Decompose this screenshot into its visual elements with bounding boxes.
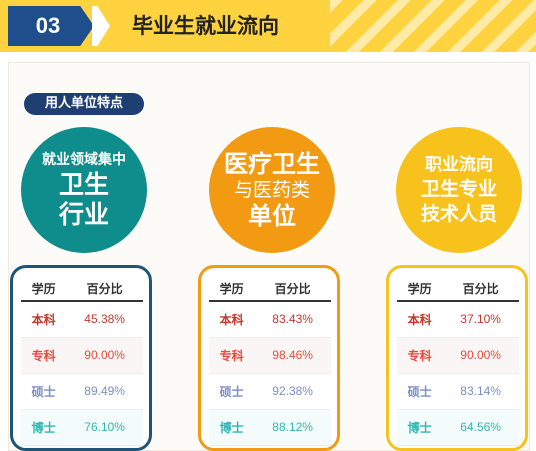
highlight-line: 就业领域集中 [42, 152, 126, 168]
table-row: 博士 76.10% [21, 409, 143, 446]
subheading-pill: 用人单位特点 [24, 93, 144, 115]
percent-cell: 98.46% [254, 337, 331, 374]
degree-cell: 硕士 [21, 373, 67, 410]
table-row: 硕士 83.14% [397, 373, 519, 410]
percent-cell: 90.00% [66, 337, 143, 374]
column-header-degree: 学历 [209, 276, 255, 302]
percent-cell: 90.00% [442, 337, 519, 374]
table-row: 本科 83.43% [209, 301, 331, 338]
table-header-row: 学历 百分比 [21, 276, 143, 302]
highlight-bubble-occupation: 职业流向 卫生专业 技术人员 [396, 127, 522, 253]
percent-cell: 64.56% [442, 409, 519, 446]
percent-cell: 45.38% [66, 301, 143, 338]
stats-card-unit: 学历 百分比 本科 83.43% 专科 98.46% 硕士 92.38% 博士 … [198, 265, 340, 451]
degree-cell: 专科 [21, 337, 67, 374]
degree-cell: 本科 [21, 301, 67, 338]
degree-cell: 博士 [21, 409, 67, 446]
percent-cell: 76.10% [66, 409, 143, 446]
stats-card-industry: 学历 百分比 本科 45.38% 专科 90.00% 硕士 89.49% 博士 … [10, 265, 152, 451]
table-row: 本科 37.10% [397, 301, 519, 338]
percent-cell: 37.10% [442, 301, 519, 338]
highlight-line: 与医药类 [233, 179, 310, 201]
degree-cell: 专科 [209, 337, 255, 374]
highlight-line: 单位 [248, 202, 296, 230]
stats-card-occupation: 学历 百分比 本科 37.10% 专科 90.00% 硕士 83.14% 博士 … [386, 265, 528, 451]
degree-cell: 本科 [209, 301, 255, 338]
percent-cell: 83.43% [254, 301, 331, 338]
highlight-line: 职业流向 [425, 155, 493, 175]
highlight-line: 医疗卫生 [224, 150, 320, 178]
column-header-percent: 百分比 [66, 276, 143, 302]
highlight-line: 行业 [58, 200, 109, 229]
table-row: 专科 90.00% [21, 337, 143, 374]
percent-cell: 88.12% [254, 409, 331, 446]
table-header-row: 学历 百分比 [209, 276, 331, 302]
table-row: 博士 88.12% [209, 409, 331, 446]
stats-table: 学历 百分比 本科 37.10% 专科 90.00% 硕士 83.14% 博士 … [397, 276, 519, 446]
stats-table: 学历 百分比 本科 83.43% 专科 98.46% 硕士 92.38% 博士 … [209, 276, 331, 446]
stats-table: 学历 百分比 本科 45.38% 专科 90.00% 硕士 89.49% 博士 … [21, 276, 143, 446]
percent-cell: 89.49% [66, 373, 143, 410]
highlight-bubble-unit: 医疗卫生 与医药类 单位 [209, 127, 335, 253]
column-header-degree: 学历 [21, 276, 67, 302]
table-row: 专科 98.46% [209, 337, 331, 374]
degree-cell: 博士 [397, 409, 443, 446]
degree-cell: 本科 [397, 301, 443, 338]
column-header-degree: 学历 [397, 276, 443, 302]
highlight-line: 卫生 [58, 170, 109, 199]
table-row: 硕士 92.38% [209, 373, 331, 410]
section-banner: 03 毕业生就业流向 [0, 0, 536, 52]
degree-cell: 硕士 [209, 373, 255, 410]
percent-cell: 83.14% [442, 373, 519, 410]
chevron-right-icon [92, 6, 110, 46]
section-number-badge [8, 6, 94, 46]
table-header-row: 学历 百分比 [397, 276, 519, 302]
table-row: 硕士 89.49% [21, 373, 143, 410]
banner-stripes [330, 0, 536, 52]
percent-cell: 92.38% [254, 373, 331, 410]
highlight-line: 卫生专业 [420, 178, 497, 200]
highlight-line: 技术人员 [420, 203, 497, 225]
section-number: 03 [35, 13, 61, 38]
degree-cell: 博士 [209, 409, 255, 446]
table-row: 博士 64.56% [397, 409, 519, 446]
highlight-bubble-industry: 就业领域集中 卫生 行业 [21, 127, 147, 253]
degree-cell: 专科 [397, 337, 443, 374]
table-row: 专科 90.00% [397, 337, 519, 374]
table-row: 本科 45.38% [21, 301, 143, 338]
column-header-percent: 百分比 [442, 276, 519, 302]
column-header-percent: 百分比 [254, 276, 331, 302]
section-title: 毕业生就业流向 [132, 14, 279, 38]
degree-cell: 硕士 [397, 373, 443, 410]
